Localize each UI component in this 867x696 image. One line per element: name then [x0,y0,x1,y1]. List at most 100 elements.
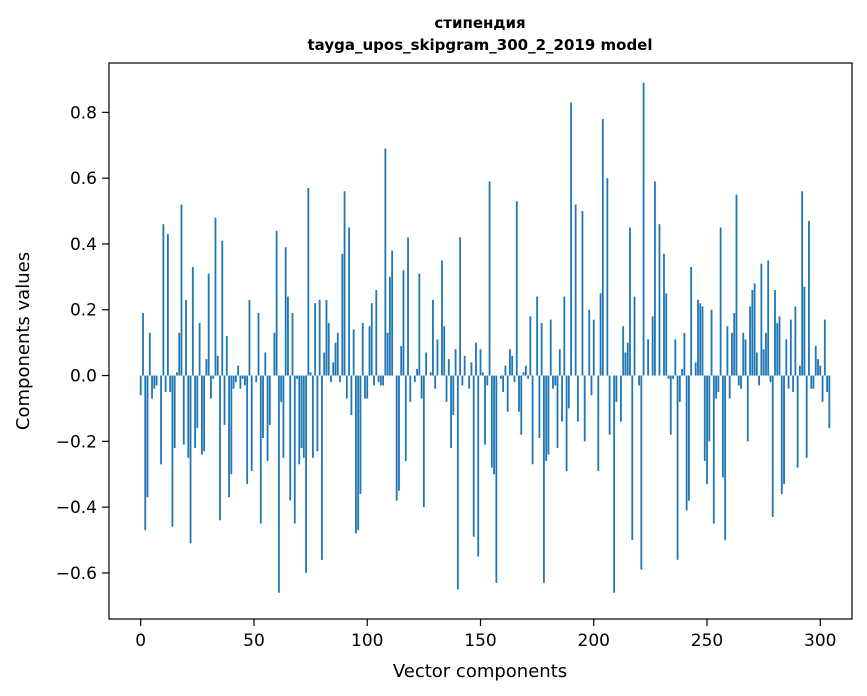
bar-81 [323,352,326,376]
bar-22 [189,375,192,544]
bar-215 [626,342,629,376]
bar-175 [536,296,539,376]
bar-20 [185,299,187,376]
bar-216 [629,227,631,376]
bar-189 [567,375,570,409]
bar-21 [187,375,190,458]
bar-91 [345,375,348,399]
bar-177 [540,322,543,376]
bar-2 [144,375,147,531]
bar-54 [262,375,264,439]
x-tick-label: 150 [464,631,496,651]
bar-148 [475,342,477,376]
bar-149 [477,375,480,557]
bar-135 [445,375,448,402]
bar-298 [814,345,817,376]
bar-118 [407,237,409,376]
bar-188 [565,375,568,471]
bar-183 [554,375,557,386]
bar-114 [398,375,400,491]
bar-235 [672,375,674,379]
bar-59 [273,332,276,376]
bar-46 [244,375,246,386]
bar-23 [191,266,194,376]
bar-100 [366,375,369,399]
bar-167 [518,375,520,412]
bar-281 [776,322,779,376]
bar-121 [413,375,416,383]
bar-47 [246,375,249,485]
bar-262 [733,313,736,376]
bar-33 [214,217,217,376]
bar-297 [812,375,815,389]
chart-subtitle: tayga_upos_skipgram_300_2_2019 model [308,36,653,54]
bar-123 [418,273,421,376]
bar-74 [307,188,310,376]
bar-53 [259,375,262,524]
bar-259 [726,326,729,376]
bar-283 [780,375,783,494]
bar-139 [454,349,457,376]
bar-278 [769,375,772,383]
bar-31 [210,375,212,399]
bar-86 [334,342,337,376]
bar-274 [760,263,763,376]
bar-294 [805,375,808,458]
bar-124 [420,375,423,399]
y-tick-label: 0.0 [70,367,97,387]
bar-229 [658,224,661,376]
bar-241 [685,375,688,511]
bar-220 [638,375,640,386]
bar-84 [330,375,332,383]
bar-122 [416,368,418,376]
bar-128 [429,372,432,376]
bar-260 [728,375,731,399]
bar-251 [708,375,711,442]
y-tick-label: 0.4 [70,235,97,255]
bar-185 [558,349,561,376]
bar-286 [787,375,790,389]
bar-224 [647,339,650,376]
bar-284 [783,375,785,485]
bar-28 [203,375,206,452]
bar-182 [552,375,554,389]
bar-249 [703,375,706,462]
bar-280 [774,290,776,376]
bar-26 [198,322,201,376]
bar-67 [291,313,294,376]
bar-72 [302,375,305,458]
bar-49 [250,375,253,471]
bar-181 [549,319,552,376]
bar-126 [425,352,428,376]
bar-240 [683,332,686,376]
bar-18 [180,204,183,376]
bar-34 [216,355,219,376]
bar-90 [343,191,346,376]
bar-222 [642,82,645,376]
bar-24 [194,375,196,448]
bar-155 [490,375,493,468]
bar-89 [341,253,344,376]
bar-87 [336,332,339,376]
bar-41 [232,375,235,389]
bar-14 [171,375,174,527]
bar-269 [749,306,751,376]
bar-147 [472,375,475,537]
bar-55 [264,352,267,376]
x-tick-label: 250 [691,631,723,651]
bar-56 [266,375,269,462]
bar-119 [409,375,412,402]
bar-227 [654,181,656,376]
bar-73 [305,375,307,573]
x-tick-label: 0 [135,631,146,651]
bar-173 [531,375,534,465]
bar-202 [597,375,600,471]
bar-179 [545,375,548,462]
bar-163 [509,349,511,376]
bar-226 [651,316,654,376]
bar-94 [352,329,355,376]
bar-4 [148,332,151,376]
bar-161 [504,365,507,376]
bar-299 [817,359,819,376]
